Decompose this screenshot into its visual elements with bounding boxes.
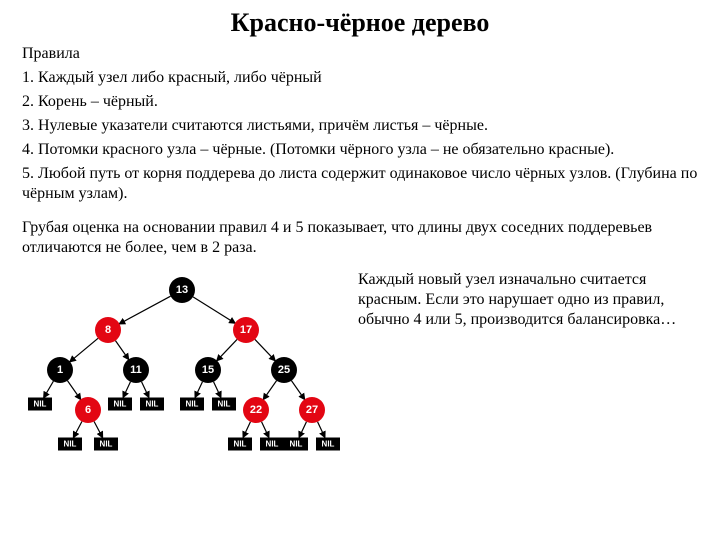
- tree-edge: [299, 422, 306, 437]
- tree-node-label: 1: [57, 364, 63, 376]
- tree-node-label: 22: [250, 404, 262, 416]
- side-note: Каждый новый узел изначально считается к…: [358, 270, 698, 480]
- nil-leaf-label: NIL: [146, 400, 159, 409]
- nil-leaf-label: NIL: [322, 440, 335, 449]
- rules-block: Правила 1. Каждый узел либо красный, либ…: [22, 44, 698, 258]
- tree-node-label: 25: [278, 364, 290, 376]
- tree-edge: [318, 422, 325, 437]
- nil-leaf-label: NIL: [290, 440, 303, 449]
- rules-heading: Правила: [22, 44, 698, 64]
- tree-edge: [123, 382, 130, 397]
- tree-node-label: 17: [240, 324, 252, 336]
- tree-node-label: 13: [176, 284, 188, 296]
- rule-5: 5. Любой путь от корня поддерева до лист…: [22, 164, 698, 204]
- tree-edge: [94, 421, 102, 437]
- tree-edge: [74, 421, 82, 437]
- tree-node-label: 8: [105, 324, 111, 336]
- tree-edge: [193, 297, 235, 323]
- nil-leaf-label: NIL: [100, 440, 113, 449]
- rule-1: 1. Каждый узел либо красный, либо чёрный: [22, 68, 698, 88]
- rb-tree-diagram: 13817111152562227NILNILNILNILNILNILNILNI…: [18, 270, 348, 480]
- nil-leaf-label: NIL: [218, 400, 231, 409]
- nil-leaf-label: NIL: [114, 400, 127, 409]
- tree-node-label: 15: [202, 364, 214, 376]
- tree-edge: [115, 341, 128, 360]
- tree-edge: [255, 339, 275, 360]
- tree-edge: [70, 338, 98, 361]
- tree-node-label: 27: [306, 404, 318, 416]
- nil-leaf-label: NIL: [186, 400, 199, 409]
- page-title: Красно-чёрное дерево: [0, 8, 720, 38]
- tree-edge: [195, 382, 202, 397]
- tree-node-label: 11: [130, 364, 142, 376]
- tree-edge: [291, 381, 304, 400]
- nil-leaf-label: NIL: [64, 440, 77, 449]
- tree-edge: [119, 296, 170, 324]
- tree-edge: [44, 381, 54, 397]
- tree-edge: [67, 381, 80, 400]
- rule-2: 2. Корень – чёрный.: [22, 92, 698, 112]
- rule-3: 3. Нулевые указатели считаются листьями,…: [22, 116, 698, 136]
- tree-svg: 13817111152562227NILNILNILNILNILNILNILNI…: [18, 270, 348, 480]
- tree-edge: [262, 422, 269, 437]
- tree-node-label: 6: [85, 404, 91, 416]
- tree-edge: [217, 339, 237, 360]
- tree-edge: [214, 382, 221, 397]
- rule-4: 4. Потомки красного узла – чёрные. (Пото…: [22, 140, 698, 160]
- tree-edge: [243, 422, 250, 437]
- tree-edge: [142, 382, 149, 397]
- tree-edge: [263, 381, 276, 400]
- nil-leaf-label: NIL: [234, 440, 247, 449]
- nil-leaf-label: NIL: [266, 440, 279, 449]
- nil-leaf-label: NIL: [34, 400, 47, 409]
- estimate-text: Грубая оценка на основании правил 4 и 5 …: [22, 218, 698, 258]
